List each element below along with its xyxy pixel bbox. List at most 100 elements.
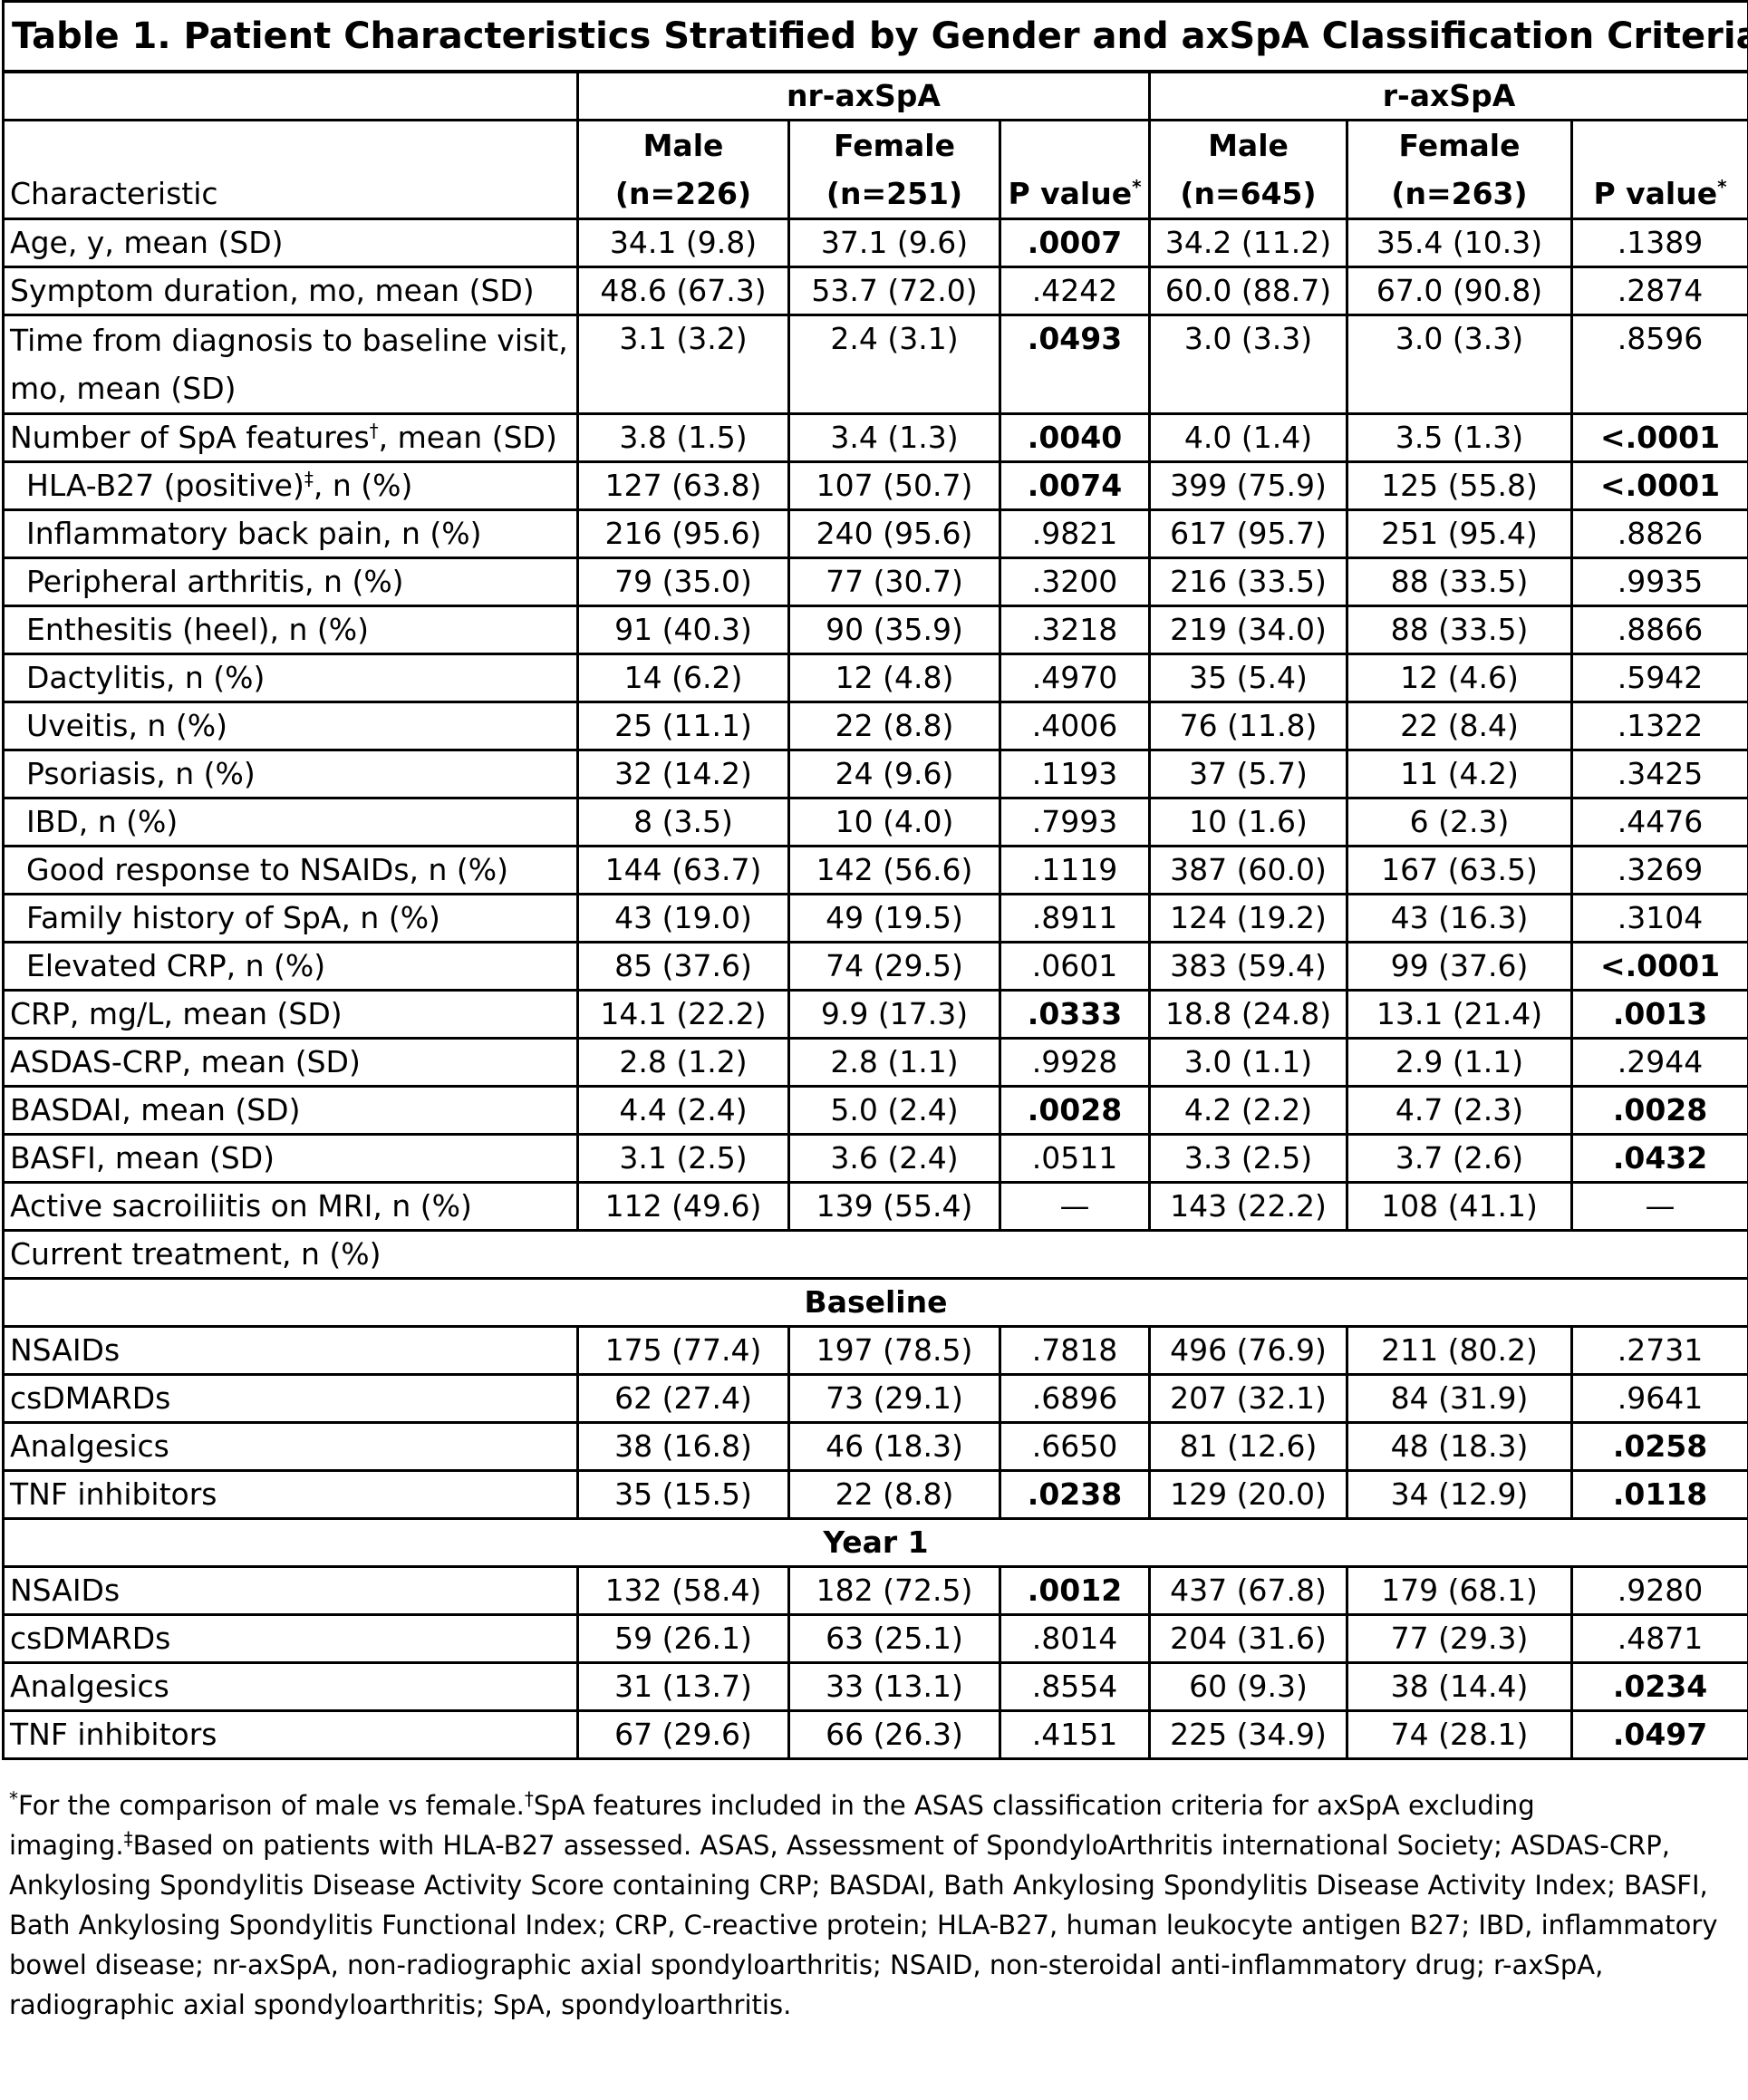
cell-rp: .8866 xyxy=(1569,605,1748,655)
cell-rp: .4476 xyxy=(1569,797,1748,847)
row-label-text: Family history of SpA, n (%) xyxy=(26,900,440,935)
cell-rm: 34.2 (11.2) xyxy=(1148,218,1348,268)
cell-rm: 35 (5.4) xyxy=(1148,653,1348,703)
column-header-line: Female xyxy=(834,128,955,163)
cell-rp: .1322 xyxy=(1569,701,1748,751)
row-label: Active sacroiliitis on MRI, n (%) xyxy=(2,1181,579,1232)
column-header-line: Male xyxy=(1208,128,1289,163)
table-row: HLA-B27 (positive)‡, n (%) 127 (63.8) 107 … xyxy=(2,460,1748,511)
cell-rm: 60 (9.3) xyxy=(1148,1661,1348,1712)
cell-nf: 240 (95.6) xyxy=(787,508,1001,559)
column-header-line: Female xyxy=(1398,128,1521,163)
cell-rf: 3.5 (1.3) xyxy=(1346,412,1573,463)
cell-rf: 125 (55.8) xyxy=(1346,460,1573,511)
cell-rf: 77 (29.3) xyxy=(1346,1613,1573,1664)
cell-nf: 46 (18.3) xyxy=(787,1421,1001,1472)
column-header-line: (n=645) xyxy=(1180,176,1317,211)
table-row: Dactylitis, n (%) 14 (6.2) 12 (4.8) .4970 35… xyxy=(2,653,1748,703)
row-label: HLA-B27 (positive)‡, n (%) xyxy=(2,460,579,511)
column-header-line: (n=251) xyxy=(826,176,963,211)
row-label: CRP, mg/L, mean (SD) xyxy=(2,989,579,1040)
column-header-line: P value xyxy=(1593,176,1718,211)
cell-np: .4006 xyxy=(999,701,1151,751)
cell-rf: 2.9 (1.1) xyxy=(1346,1037,1573,1088)
cell-np: .0238 xyxy=(999,1469,1151,1520)
cell-nf: 90 (35.9) xyxy=(787,605,1001,655)
cell-rm: 124 (19.2) xyxy=(1148,893,1348,944)
footnote-text: Based on patients with HLA-B27 assessed.… xyxy=(9,1830,1718,2020)
row-label-text: Peripheral arthritis, n (%) xyxy=(26,564,404,599)
cell-nm: 48.6 (67.3) xyxy=(576,266,790,316)
row-label: Good response to NSAIDs, n (%) xyxy=(2,845,579,895)
cell-rf: 3.7 (2.6) xyxy=(1346,1133,1573,1184)
cell-rm: 4.0 (1.4) xyxy=(1148,412,1348,463)
table-row: Number of SpA features†, mean (SD) 3.8 (1… xyxy=(2,412,1748,463)
cell-np: .0040 xyxy=(999,412,1151,463)
column-header-line: Male xyxy=(642,128,724,163)
column-header-r-female: Female (n=263) xyxy=(1346,119,1573,220)
cell-rf: 251 (95.4) xyxy=(1346,508,1573,559)
cell-nf: 182 (72.5) xyxy=(787,1565,1001,1616)
row-label-text: Analgesics xyxy=(10,1669,169,1704)
cell-np: .9821 xyxy=(999,508,1151,559)
cell-nm: 25 (11.1) xyxy=(576,701,790,751)
cell-nf: 142 (56.6) xyxy=(787,845,1001,895)
table-row: ASDAS-CRP, mean (SD) 2.8 (1.2) 2.8 (1.1) .9… xyxy=(2,1037,1748,1088)
column-header-line: P value xyxy=(1008,176,1133,211)
row-label-text: Symptom duration, mo, mean (SD) xyxy=(10,273,535,308)
cell-rp: .0432 xyxy=(1569,1133,1748,1184)
cell-rm: 225 (34.9) xyxy=(1148,1709,1348,1760)
cell-np: .6650 xyxy=(999,1421,1151,1472)
cell-np: .8014 xyxy=(999,1613,1151,1664)
row-label: csDMARDs xyxy=(2,1373,579,1424)
cell-rp: .9935 xyxy=(1569,556,1748,607)
cell-np: .0333 xyxy=(999,989,1151,1040)
year1-table-row: Analgesics 31 (13.7) 33 (13.1) .8554 60 (9.3… xyxy=(2,1661,1748,1712)
table-row: Age, y, mean (SD) 34.1 (9.8) 37.1 (9.6) .00… xyxy=(2,218,1748,268)
cell-np: .0493 xyxy=(999,314,1151,415)
cell-rp: .0028 xyxy=(1569,1085,1748,1136)
cell-rp: .9641 xyxy=(1569,1373,1748,1424)
cell-nm: 3.1 (2.5) xyxy=(576,1133,790,1184)
cell-nf: 5.0 (2.4) xyxy=(787,1085,1001,1136)
group-header-row: nr-axSpA r-axSpA xyxy=(2,70,1748,121)
cell-nm: 14.1 (22.2) xyxy=(576,989,790,1040)
row-label: TNF inhibitors xyxy=(2,1709,579,1760)
column-header-line: (n=263) xyxy=(1391,176,1528,211)
cell-rp: .9280 xyxy=(1569,1565,1748,1616)
row-label: csDMARDs xyxy=(2,1613,579,1664)
footnote-mark: ‡ xyxy=(123,1827,133,1850)
cell-nm: 85 (37.6) xyxy=(576,941,790,992)
cell-rf: 3.0 (3.3) xyxy=(1346,314,1573,415)
row-label-text: BASDAI, mean (SD) xyxy=(10,1092,301,1127)
baseline-table-row: NSAIDs 175 (77.4) 197 (78.5) .7818 496 (76.9… xyxy=(2,1325,1748,1376)
row-label: ASDAS-CRP, mean (SD) xyxy=(2,1037,579,1088)
table-footnote: *For the comparison of male vs female.†S… xyxy=(9,1785,1735,2025)
cell-rm: 3.0 (3.3) xyxy=(1148,314,1348,415)
cell-rm: 437 (67.8) xyxy=(1148,1565,1348,1616)
cell-nm: 127 (63.8) xyxy=(576,460,790,511)
cell-rf: 35.4 (10.3) xyxy=(1346,218,1573,268)
cell-nf: 3.4 (1.3) xyxy=(787,412,1001,463)
cell-rp: .0234 xyxy=(1569,1661,1748,1712)
cell-nm: 34.1 (9.8) xyxy=(576,218,790,268)
cell-np: .6896 xyxy=(999,1373,1151,1424)
table-row: Enthesitis (heel), n (%) 91 (40.3) 90 (35.… xyxy=(2,605,1748,655)
cell-nm: 132 (58.4) xyxy=(576,1565,790,1616)
cell-rm: 60.0 (88.7) xyxy=(1148,266,1348,316)
cell-rf: 74 (28.1) xyxy=(1346,1709,1573,1760)
cell-rf: 88 (33.5) xyxy=(1346,605,1573,655)
cell-rf: 4.7 (2.3) xyxy=(1346,1085,1573,1136)
column-header-nr-p-value: P value* xyxy=(999,119,1151,220)
row-label: Age, y, mean (SD) xyxy=(2,218,579,268)
column-header-nr-male: Male (n=226) xyxy=(576,119,790,220)
cell-rp: .8596 xyxy=(1569,314,1748,415)
table-row: Elevated CRP, n (%) 85 (37.6) 74 (29.5) .06… xyxy=(2,941,1748,992)
cell-np: — xyxy=(999,1181,1151,1232)
row-label-text: TNF inhibitors xyxy=(10,1717,217,1752)
cell-rf: 88 (33.5) xyxy=(1346,556,1573,607)
document-page: Table 1. Patient Characteristics Stratif… xyxy=(1,0,1748,2020)
group-header-blank xyxy=(2,70,579,121)
cell-rp: <.0001 xyxy=(1569,941,1748,992)
cell-nf: 12 (4.8) xyxy=(787,653,1001,703)
